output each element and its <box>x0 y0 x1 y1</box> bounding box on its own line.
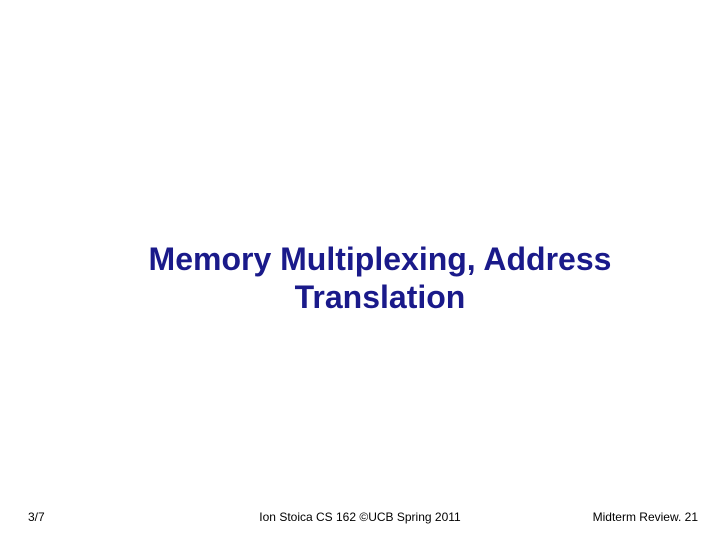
footer-attribution: Ion Stoica CS 162 ©UCB Spring 2011 <box>259 510 460 524</box>
slide-title: Memory Multiplexing, Address Translation <box>90 240 670 317</box>
footer-page-number: Midterm Review. 21 <box>593 510 698 524</box>
footer-date: 3/7 <box>28 510 45 524</box>
